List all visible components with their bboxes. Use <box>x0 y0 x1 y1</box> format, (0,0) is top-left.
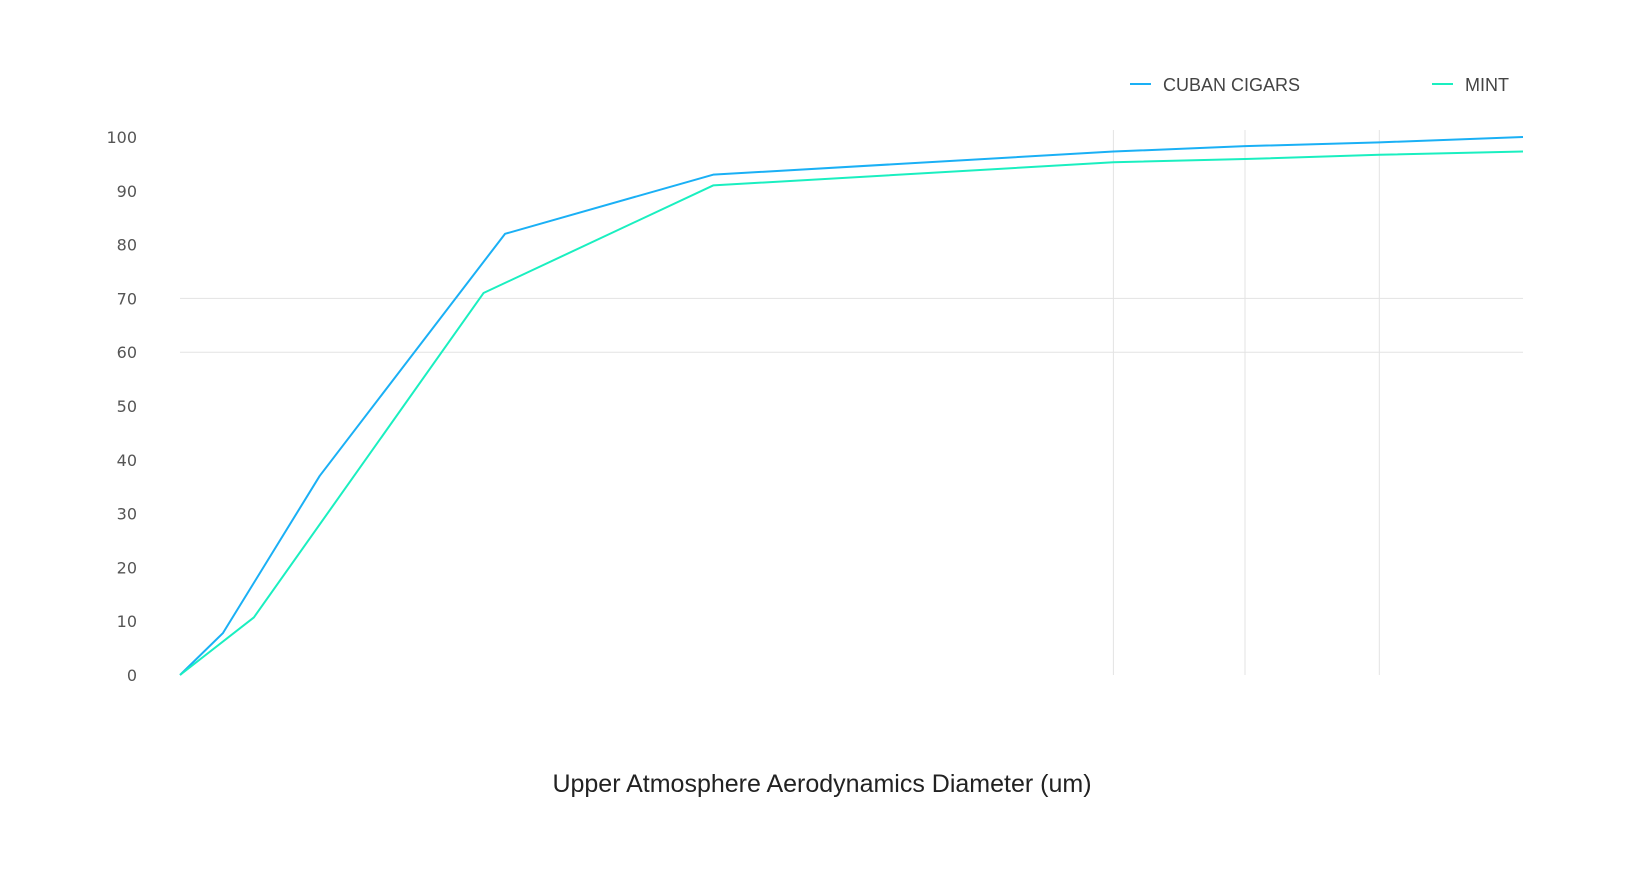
legend: CUBAN CIGARS MINT <box>1130 75 1509 95</box>
y-axis-ticks: 0 10 20 30 40 50 60 70 80 90 100 <box>106 128 137 685</box>
series-lines <box>179 136 1524 676</box>
y-tick-label: 50 <box>117 397 137 416</box>
gridlines <box>180 130 1523 675</box>
legend-label: MINT <box>1465 75 1509 95</box>
y-tick-label: 70 <box>117 289 137 308</box>
y-tick-label: 80 <box>117 236 137 255</box>
legend-item: CUBAN CIGARS <box>1130 75 1300 95</box>
series-line-mint <box>179 150 1524 676</box>
legend-label: CUBAN CIGARS <box>1163 75 1300 95</box>
y-tick-label: 20 <box>117 558 137 577</box>
series-line-cuban-cigars <box>179 136 1524 676</box>
y-tick-label: 40 <box>117 451 137 470</box>
y-tick-label: 30 <box>117 505 137 524</box>
y-tick-label: 100 <box>106 128 137 147</box>
y-tick-label: 0 <box>127 666 137 685</box>
legend-item: MINT <box>1432 75 1509 95</box>
y-tick-label: 10 <box>117 612 137 631</box>
x-axis-label: Upper Atmosphere Aerodynamics Diameter (… <box>552 770 1091 798</box>
y-tick-label: 90 <box>117 182 137 201</box>
y-tick-label: 60 <box>117 343 137 362</box>
